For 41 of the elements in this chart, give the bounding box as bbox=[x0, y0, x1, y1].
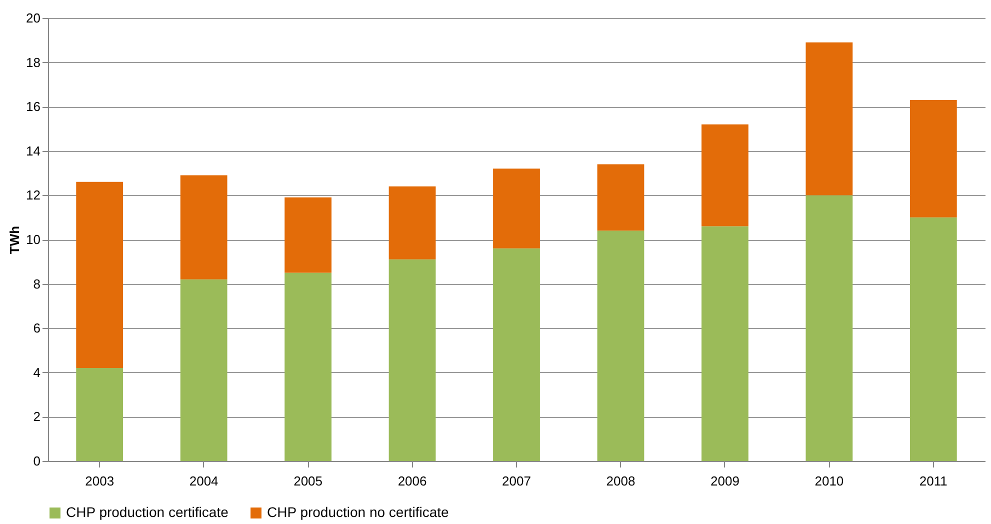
bar bbox=[388, 259, 436, 461]
y-tick-label: 6 bbox=[33, 320, 40, 336]
legend-label: CHP production certificate bbox=[66, 504, 229, 520]
y-tick-label: 16 bbox=[26, 99, 40, 114]
y-tick-label: 0 bbox=[33, 454, 40, 468]
y-tick-label: 18 bbox=[26, 54, 40, 70]
bar bbox=[597, 230, 644, 461]
bar bbox=[806, 195, 853, 461]
y-tick-label: 2 bbox=[33, 409, 40, 424]
y-axis-title: TWh bbox=[7, 226, 22, 254]
bar bbox=[597, 164, 644, 231]
legend-label: CHP production no certificate bbox=[267, 504, 450, 520]
y-tick-label: 12 bbox=[26, 188, 40, 203]
y-tick-label: 20 bbox=[26, 10, 40, 26]
x-tick-label: 2007 bbox=[502, 474, 531, 488]
bar bbox=[702, 124, 748, 226]
bar bbox=[284, 197, 332, 273]
y-tick-label: 10 bbox=[26, 232, 40, 247]
bar bbox=[180, 279, 228, 461]
y-tick-label: 8 bbox=[33, 276, 40, 292]
x-tick-label: 2003 bbox=[85, 474, 114, 488]
x-tick-label: 2010 bbox=[814, 474, 844, 488]
y-tick-label: 4 bbox=[33, 364, 40, 380]
bar bbox=[806, 42, 853, 196]
bar bbox=[76, 182, 124, 368]
bar bbox=[493, 168, 540, 248]
bar bbox=[910, 217, 957, 461]
bar bbox=[284, 272, 332, 461]
y-tick-label: 14 bbox=[26, 143, 40, 158]
bar bbox=[76, 368, 124, 461]
bar bbox=[702, 226, 748, 461]
x-tick-label: 2011 bbox=[919, 474, 948, 488]
x-tick-label: 2008 bbox=[606, 474, 636, 488]
x-tick-label: 2004 bbox=[189, 474, 218, 488]
bar bbox=[493, 248, 540, 461]
bar bbox=[910, 100, 957, 218]
bar bbox=[180, 175, 228, 280]
x-tick-label: 2009 bbox=[710, 474, 740, 488]
x-tick-label: 2006 bbox=[398, 474, 427, 488]
bar bbox=[388, 186, 436, 260]
x-tick-label: 2005 bbox=[294, 474, 323, 488]
